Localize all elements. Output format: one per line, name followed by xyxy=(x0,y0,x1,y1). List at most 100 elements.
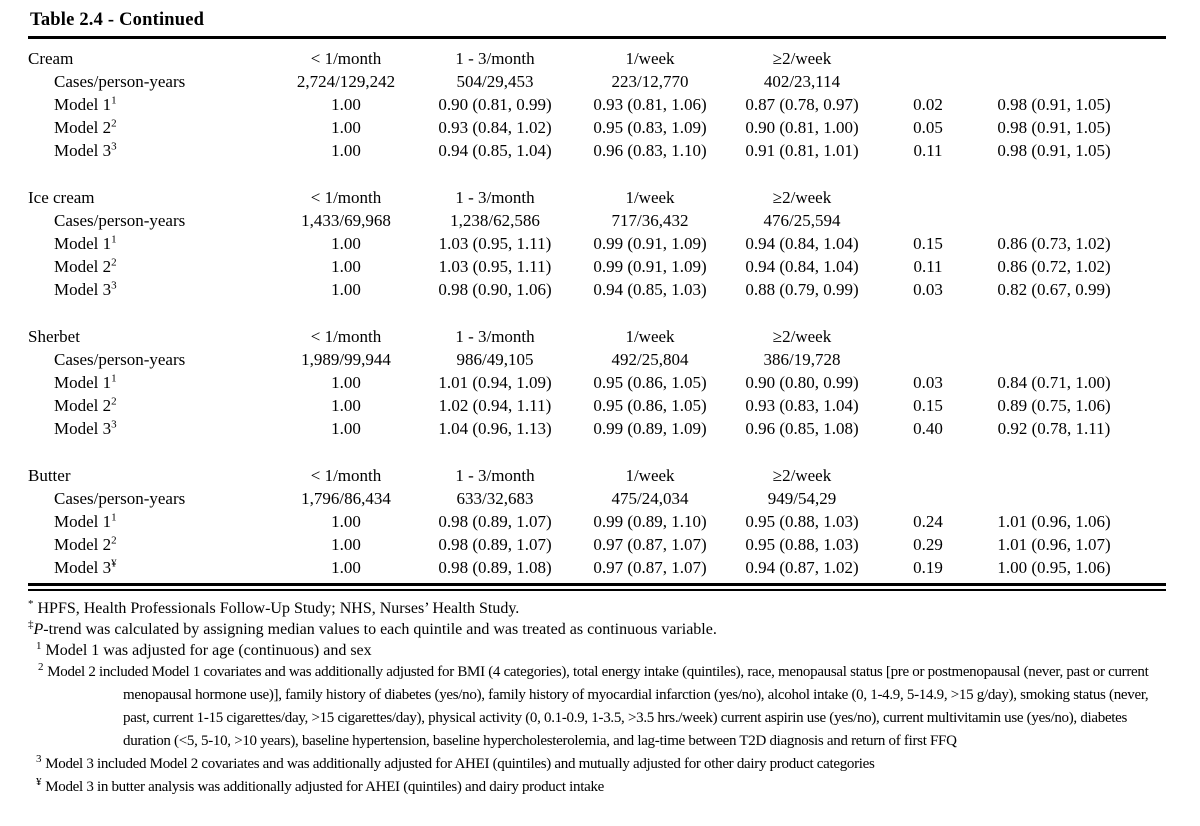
product-name: Butter xyxy=(28,465,71,485)
model-row: Model 22 1.00 1.03 (0.95, 1.11) 0.99 (0.… xyxy=(28,255,1165,278)
model-row: Model 33 1.00 1.04 (0.96, 1.13) 0.99 (0.… xyxy=(28,417,1165,440)
footnote-text: Model 2 included Model 1 covariates and … xyxy=(47,664,1149,749)
cell-value: 949/54,29 xyxy=(767,488,837,508)
empty-cell xyxy=(978,70,1130,93)
footnote-ref: 2 xyxy=(111,394,117,407)
empty-cell xyxy=(1130,47,1165,70)
cell-value: 1,989/99,944 xyxy=(301,349,391,369)
empty-cell xyxy=(1130,325,1165,348)
cell-value: 0.19 xyxy=(913,557,943,577)
cell-value: 0.29 xyxy=(913,534,943,554)
empty-cell xyxy=(1130,348,1165,371)
cell-value: 0.94 (0.87, 1.02) xyxy=(745,557,859,577)
cell-value: 0.05 xyxy=(913,117,943,137)
cell-value: 717/36,432 xyxy=(611,210,689,230)
cell-value: 1.00 xyxy=(331,117,361,137)
col-header: ≥2/week xyxy=(772,187,832,207)
empty-cell xyxy=(878,464,978,487)
cell-value: 0.89 (0.75, 1.06) xyxy=(997,395,1111,415)
cell-value: 0.95 (0.86, 1.05) xyxy=(593,372,707,392)
footnote-ref: ¥ xyxy=(111,556,117,569)
model-label: Model 33 xyxy=(54,139,117,160)
empty-cell xyxy=(878,348,978,371)
footnote-ref: 1 xyxy=(111,232,117,245)
cell-value: 0.86 (0.72, 1.02) xyxy=(997,256,1111,276)
cell-value: 492/25,804 xyxy=(611,349,689,369)
cases-row: Cases/person-years 1,433/69,968 1,238/62… xyxy=(28,209,1165,232)
cell-value: 0.99 (0.89, 1.09) xyxy=(593,418,707,438)
cell-value: 1.00 xyxy=(331,557,361,577)
empty-cell xyxy=(1130,487,1165,510)
col-header: 1/week xyxy=(625,326,675,346)
empty-cell xyxy=(978,348,1130,371)
empty-cell xyxy=(1130,533,1165,556)
cell-value: 402/23,114 xyxy=(763,71,841,91)
cell-value: 0.98 (0.89, 1.07) xyxy=(438,511,552,531)
cell-value: 1.02 (0.94, 1.11) xyxy=(438,395,552,415)
model-label: Model 22 xyxy=(54,394,117,415)
footnotes: * HPFS, Health Professionals Follow-Up St… xyxy=(28,598,1166,799)
cell-value: 1.00 xyxy=(331,534,361,554)
col-header: < 1/month xyxy=(310,187,382,207)
footnote-ref: 2 xyxy=(111,533,117,546)
col-header: < 1/month xyxy=(310,465,382,485)
cell-value: 1,433/69,968 xyxy=(301,210,391,230)
model-row: Model 11 1.00 0.90 (0.81, 0.99) 0.93 (0.… xyxy=(28,93,1165,116)
cell-value: 476/25,594 xyxy=(763,210,841,230)
empty-cell xyxy=(978,487,1130,510)
footnote-text: -trend was calculated by assigning media… xyxy=(43,621,717,638)
cell-value: 0.15 xyxy=(913,233,943,253)
section-spacer xyxy=(28,301,1165,325)
cell-value: 0.95 (0.83, 1.09) xyxy=(593,117,707,137)
cell-value: 1.01 (0.96, 1.06) xyxy=(997,511,1111,531)
empty-cell xyxy=(1130,186,1165,209)
col-header: ≥2/week xyxy=(772,326,832,346)
empty-cell xyxy=(1130,417,1165,440)
model-label: Model 33 xyxy=(54,417,117,438)
cases-row: Cases/person-years 1,796/86,434 633/32,6… xyxy=(28,487,1165,510)
model-row: Model 22 1.00 0.93 (0.84, 1.02) 0.95 (0.… xyxy=(28,116,1165,139)
cases-row: Cases/person-years 1,989/99,944 986/49,1… xyxy=(28,348,1165,371)
footnote-ref: 2 xyxy=(111,255,117,268)
cell-value: 1.00 (0.95, 1.06) xyxy=(997,557,1111,577)
cell-value: 0.95 (0.88, 1.03) xyxy=(745,511,859,531)
cell-value: 986/49,105 xyxy=(456,349,534,369)
cell-value: 0.93 (0.84, 1.02) xyxy=(438,117,552,137)
cell-value: 0.94 (0.84, 1.04) xyxy=(745,233,859,253)
empty-cell xyxy=(1130,139,1165,162)
footnote-ref: 3 xyxy=(111,278,117,291)
model-label: Model 11 xyxy=(54,93,117,114)
model-row: Model 33 1.00 0.94 (0.85, 1.04) 0.96 (0.… xyxy=(28,139,1165,162)
cell-value: 1.00 xyxy=(331,233,361,253)
col-header: < 1/month xyxy=(310,326,382,346)
model-row: Model 33 1.00 0.98 (0.90, 1.06) 0.94 (0.… xyxy=(28,278,1165,301)
cell-value: 1.00 xyxy=(331,140,361,160)
model-label: Model 3¥ xyxy=(54,556,117,577)
cell-value: 0.94 (0.85, 1.03) xyxy=(593,279,707,299)
footnote-ref: 2 xyxy=(111,116,117,129)
footnote-ref: 3 xyxy=(111,139,117,152)
col-header: 1/week xyxy=(625,187,675,207)
cell-value: 1.00 xyxy=(331,256,361,276)
cell-value: 0.90 (0.80, 0.99) xyxy=(745,372,859,392)
cell-value: 0.11 xyxy=(913,140,943,160)
empty-cell xyxy=(878,487,978,510)
cell-value: 0.03 xyxy=(913,372,943,392)
cell-value: 1.00 xyxy=(331,395,361,415)
cell-value: 0.93 (0.83, 1.04) xyxy=(745,395,859,415)
cell-value: 1.04 (0.96, 1.13) xyxy=(438,418,552,438)
model-label: Model 11 xyxy=(54,232,117,253)
cell-value: 1.00 xyxy=(331,511,361,531)
cell-value: 2,724/129,242 xyxy=(296,71,396,91)
cell-value: 0.15 xyxy=(913,395,943,415)
cell-value: 1,238/62,586 xyxy=(450,210,540,230)
empty-cell xyxy=(878,186,978,209)
cell-value: 0.87 (0.78, 0.97) xyxy=(745,94,859,114)
cell-value: 1,796/86,434 xyxy=(301,488,391,508)
col-header: 1 - 3/month xyxy=(455,187,535,207)
footnote-ref: 3 xyxy=(111,417,117,430)
footnote-ref: 1 xyxy=(111,510,117,523)
cell-value: 1.00 xyxy=(331,418,361,438)
footnote-text: HPFS, Health Professionals Follow-Up Stu… xyxy=(37,600,520,617)
bottom-double-rule xyxy=(28,583,1166,591)
